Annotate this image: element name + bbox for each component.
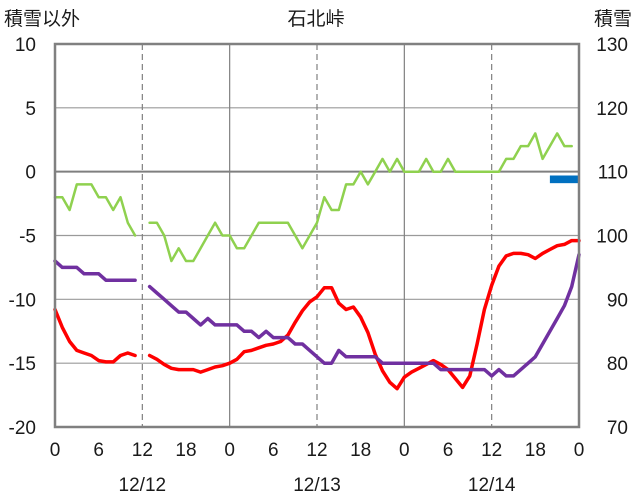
series-line [147, 238, 581, 391]
right-tick-label: 130 [596, 35, 628, 56]
chart-title: 石北峠 [287, 8, 344, 30]
hour-tick-label: 6 [443, 440, 454, 461]
snow-bar [549, 175, 578, 184]
left-tick-label: 10 [15, 35, 36, 56]
plot-frame [53, 42, 581, 429]
series-line [148, 132, 573, 263]
hour-tick-label: 6 [268, 440, 279, 461]
hour-tick-label: 0 [224, 440, 235, 461]
date-label: 12/12 [119, 475, 167, 496]
right-tick-label: 70 [607, 418, 628, 439]
series-line [147, 252, 581, 378]
hour-tick-label: 0 [399, 440, 410, 461]
hour-tick-label: 0 [50, 440, 61, 461]
right-tick-label: 80 [607, 354, 628, 375]
right-tick-label: 120 [596, 99, 628, 120]
series-line [53, 259, 137, 282]
right-tick-label: 90 [607, 290, 628, 311]
right-tick-label: 110 [598, 163, 628, 184]
hour-tick-label: 12 [481, 440, 502, 461]
left-tick-label: 0 [25, 163, 36, 184]
hour-tick-label: 6 [93, 440, 104, 461]
hour-tick-label: 0 [574, 440, 585, 461]
hour-tick-label: 18 [175, 440, 196, 461]
date-label: 12/13 [293, 475, 341, 496]
right-tick-label: 100 [596, 227, 628, 248]
left-tick-label: -5 [19, 227, 36, 248]
right-axis-title: 積雪 [594, 8, 632, 30]
series-line [53, 307, 137, 364]
left-axis-title: 積雪以外 [4, 8, 80, 30]
left-tick-label: -15 [9, 354, 36, 375]
hour-tick-label: 12 [306, 440, 327, 461]
left-tick-label: 5 [25, 99, 36, 120]
series-layer [53, 132, 581, 391]
hour-tick-label: 18 [525, 440, 546, 461]
left-tick-label: -10 [9, 290, 36, 311]
series-line [53, 183, 137, 237]
hour-tick-label: 12 [132, 440, 153, 461]
left-tick-label: -20 [9, 418, 36, 439]
hour-tick-label: 18 [350, 440, 371, 461]
date-label: 12/14 [468, 475, 516, 496]
